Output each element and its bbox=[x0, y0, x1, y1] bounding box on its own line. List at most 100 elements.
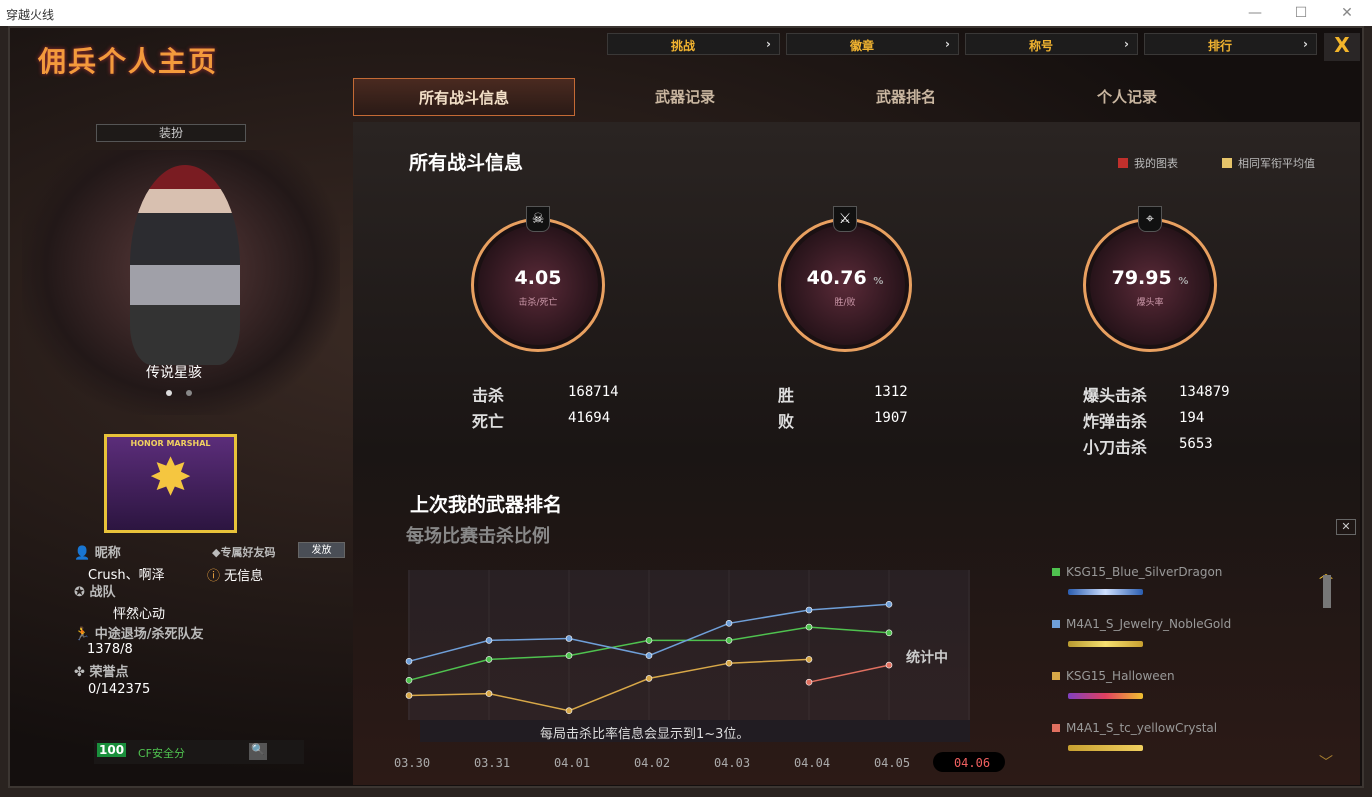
section-title: 所有战斗信息 bbox=[409, 152, 524, 174]
gauge: 4.05 击杀/死亡 bbox=[471, 218, 605, 352]
scroll-down-icon[interactable]: ﹀ bbox=[1319, 755, 1333, 771]
dress-button[interactable]: 装扮 bbox=[96, 124, 246, 142]
data-point bbox=[565, 707, 573, 714]
honor-value: 0/142375 bbox=[88, 682, 151, 697]
stat-value: 5653 bbox=[1179, 436, 1213, 452]
data-point bbox=[485, 690, 493, 697]
carousel-dot[interactable] bbox=[166, 390, 172, 396]
data-point bbox=[885, 661, 893, 669]
data-point bbox=[885, 629, 893, 637]
stat-label: 小刀击杀 bbox=[1083, 438, 1148, 457]
data-point bbox=[485, 637, 493, 644]
chevron-right-icon: › bbox=[766, 37, 771, 51]
security-label: CF安全分 bbox=[138, 747, 186, 760]
stat-label: 胜 bbox=[778, 386, 795, 405]
data-point bbox=[485, 656, 493, 663]
clover-icon: ✤ bbox=[74, 665, 85, 680]
stat-label: 击杀 bbox=[472, 386, 505, 405]
x-tick-label: 04.02 bbox=[634, 756, 670, 770]
x-tick-label: 04.03 bbox=[714, 756, 750, 770]
stat-value: 168714 bbox=[568, 384, 619, 400]
send-button[interactable]: 发放 bbox=[298, 542, 345, 558]
stat-value: 1312 bbox=[874, 384, 908, 400]
character-image bbox=[130, 165, 240, 365]
shield-icon: ✪ bbox=[74, 585, 85, 600]
title-bar: 穿越火线 — ☐ ✕ bbox=[0, 0, 1372, 26]
weapon-image bbox=[1068, 641, 1143, 647]
chart-title: 每场比赛击杀比例 bbox=[406, 526, 550, 547]
headshot-icon: ⌖ bbox=[1138, 206, 1162, 232]
chart-note: 每局击杀比率信息会显示到1~3位。 bbox=[540, 727, 750, 742]
stat-label: 炸弹击杀 bbox=[1083, 412, 1148, 431]
stat-value: 41694 bbox=[568, 410, 611, 426]
stat-label: 败 bbox=[778, 412, 795, 431]
data-point bbox=[405, 692, 413, 699]
tab-weapon-records[interactable]: 武器记录 bbox=[654, 88, 715, 106]
gauge-value: 79.95 % bbox=[1111, 267, 1189, 289]
data-point bbox=[565, 635, 573, 642]
weapon-legend-item: M4A1_S_tc_yellowCrystal bbox=[1052, 721, 1217, 735]
gauge-label: 胜/败 bbox=[834, 298, 856, 308]
gauge: 79.95 % 爆头率 bbox=[1083, 218, 1217, 352]
stat-label: 爆头击杀 bbox=[1083, 386, 1148, 405]
help-icon[interactable]: ⓘ bbox=[207, 569, 221, 584]
nav-ranking[interactable]: 排行 › bbox=[1144, 33, 1317, 55]
weapon-legend-item: M4A1_S_Jewelry_NobleGold bbox=[1052, 617, 1231, 631]
gauge-value: 4.05 bbox=[514, 267, 562, 289]
quit-label: 🏃 中途退场/杀死队友 bbox=[74, 627, 204, 642]
stat-value: 134879 bbox=[1179, 384, 1230, 400]
gauge-label: 击杀/死亡 bbox=[518, 298, 558, 308]
tag-icon: ◆ bbox=[212, 546, 221, 559]
character-name: 传说星骇 bbox=[146, 365, 202, 381]
scrollbar-thumb[interactable] bbox=[1323, 575, 1331, 608]
tab-all-battle-info[interactable]: 所有战斗信息 bbox=[353, 78, 575, 116]
nav-badge[interactable]: 徽章 › bbox=[786, 33, 959, 55]
data-point bbox=[405, 677, 413, 684]
chart-status: 统计中 bbox=[906, 650, 948, 666]
tab-personal-records[interactable]: 个人记录 bbox=[1096, 88, 1157, 106]
highlight-pill[interactable] bbox=[933, 752, 1005, 772]
weapon-ranking-title: 上次我的武器排名 bbox=[410, 494, 563, 516]
rank-badge: HONOR MARSHAL ✸ bbox=[104, 434, 237, 533]
x-tick-label: 04.05 bbox=[874, 756, 910, 770]
stat-value: 194 bbox=[1179, 410, 1205, 426]
nickname-label: 👤 昵称 bbox=[74, 546, 121, 561]
weapon-image bbox=[1068, 745, 1143, 751]
close-button[interactable]: X bbox=[1324, 33, 1360, 61]
nav-title[interactable]: 称号 › bbox=[965, 33, 1138, 55]
note-bar bbox=[420, 720, 970, 742]
x-tick-label: 03.30 bbox=[394, 756, 430, 770]
data-point bbox=[645, 637, 653, 644]
user-icon: 👤 bbox=[74, 546, 91, 561]
data-point bbox=[645, 652, 653, 659]
data-point bbox=[805, 623, 813, 631]
maximize-button[interactable]: ☐ bbox=[1294, 5, 1308, 21]
stat-label: 死亡 bbox=[472, 412, 505, 431]
data-point bbox=[805, 606, 813, 614]
weapon-legend-item: KSG15_Blue_SilverDragon bbox=[1052, 565, 1222, 579]
nickname-value: Crush、啊泽 bbox=[88, 568, 165, 583]
data-point bbox=[725, 620, 733, 627]
x-tick-label[interactable]: 04.06 bbox=[954, 756, 990, 770]
data-point bbox=[565, 652, 573, 659]
star-icon: ✸ bbox=[148, 448, 193, 508]
weapon-image bbox=[1068, 693, 1143, 699]
carousel-dot[interactable] bbox=[186, 390, 192, 396]
security-score: 100 bbox=[97, 743, 127, 757]
chevron-right-icon: › bbox=[1124, 37, 1129, 51]
search-icon[interactable]: 🔍 bbox=[249, 743, 267, 760]
data-point bbox=[805, 678, 813, 686]
tab-weapon-ranking[interactable]: 武器排名 bbox=[875, 88, 936, 106]
legend-my-chart: 我的图表 bbox=[1118, 155, 1178, 171]
close-window-button[interactable]: ✕ bbox=[1341, 5, 1353, 21]
data-point bbox=[725, 637, 733, 644]
close-icon[interactable]: ✕ bbox=[1336, 519, 1356, 535]
nav-challenge[interactable]: 挑战 › bbox=[607, 33, 780, 55]
chevron-right-icon: › bbox=[1303, 37, 1308, 51]
minimize-button[interactable]: — bbox=[1248, 5, 1262, 21]
gauge-label: 爆头率 bbox=[1136, 298, 1164, 308]
data-point bbox=[405, 658, 413, 665]
x-tick-label: 04.01 bbox=[554, 756, 590, 770]
page-title: 佣兵个人主页 bbox=[38, 45, 219, 78]
data-point bbox=[885, 601, 893, 608]
